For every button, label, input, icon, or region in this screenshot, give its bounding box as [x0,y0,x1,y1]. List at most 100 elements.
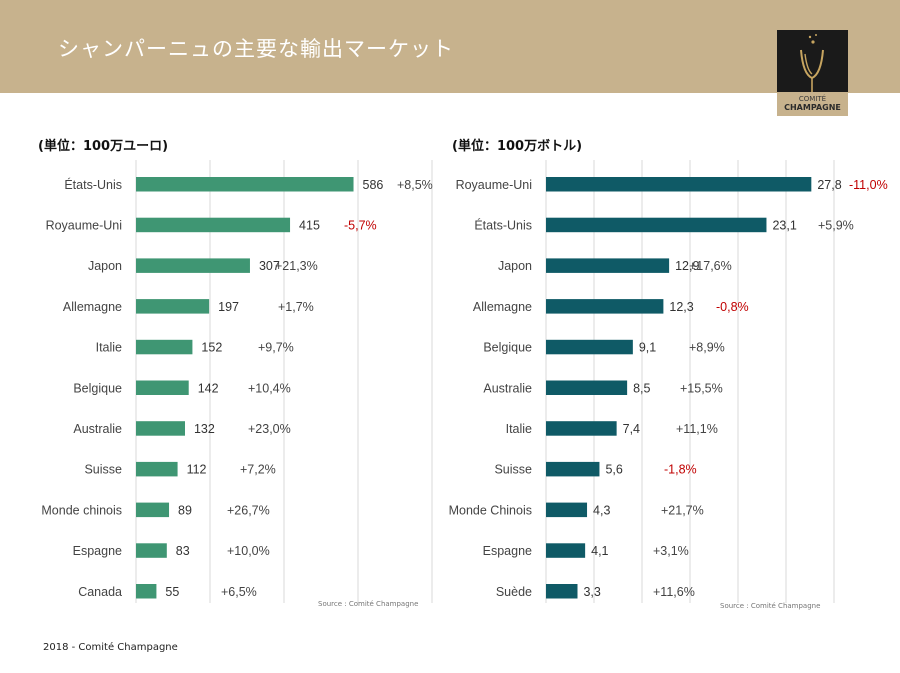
value-label: 83 [176,544,190,558]
value-label: 23,1 [772,218,796,232]
value-label: 89 [178,503,192,517]
value-label: 152 [201,341,222,355]
category-label: Royaume-Uni [456,178,532,192]
category-label: Suède [496,585,532,599]
change-label: -11,0% [849,178,888,192]
category-label: Australie [483,381,532,395]
category-label: Italie [96,341,122,355]
bar [546,584,578,599]
category-label: Espagne [483,544,532,558]
value-label: 55 [165,585,179,599]
value-label: 307 [259,259,280,273]
change-label: +15,5% [680,381,723,395]
change-label: -5,7% [344,218,377,232]
left-chart-unit-label: (単位：100万ユーロ) [38,139,169,154]
bar [546,380,628,395]
bar [546,177,812,192]
bar [136,177,354,192]
change-label: +7,2% [240,463,276,477]
category-label: États-Unis [474,217,532,232]
category-label: Monde Chinois [449,503,532,517]
change-label: +8,9% [689,341,725,355]
value-label: 4,3 [593,503,610,517]
change-label: +9,7% [258,341,294,355]
bar [546,258,670,273]
change-label: +8,5% [397,178,433,192]
bar [136,584,157,599]
left-bar-chart: États-Unis 586 +8,5% Royaume-Uni 415 -5,7% Jap… [41,160,433,603]
bar [546,543,586,558]
value-label: 3,3 [583,585,600,599]
value-label: 4,1 [591,544,608,558]
change-label: +11,6% [653,585,695,599]
change-label: +21,7% [661,503,704,517]
category-label: Italie [506,422,532,436]
right-chart-unit-label: (単位：100万ボトル) [452,139,583,154]
change-label: +10,4% [248,381,291,395]
value-label: 12,3 [669,300,693,314]
category-label: Belgique [483,341,532,355]
bar [136,543,167,558]
value-label: 12,9 [675,259,699,273]
change-label: +21,3% [275,259,318,273]
bar [136,299,210,314]
bar [546,299,664,314]
footer-text: 2018 - Comité Champagne [43,642,178,653]
value-label: 142 [198,381,219,395]
right-bar-chart: Royaume-Uni 27,8 -11,0% États-Unis 23,1 +5,9%… [449,160,888,603]
change-label: +11,1% [676,422,718,436]
change-label: -0,8% [716,300,749,314]
value-label: 132 [194,422,215,436]
bar [136,339,193,355]
logo-text: COMITÉ CHAMPAGNE [777,92,848,116]
bar [546,421,617,436]
bar [136,258,250,273]
category-label: Canada [78,585,122,599]
bar [136,421,185,436]
value-label: 8,5 [633,381,650,395]
change-label: +1,7% [278,300,314,314]
logo-line-2: CHAMPAGNE [784,103,841,112]
value-label: 197 [218,300,239,314]
logo-line-1: COMITÉ [798,95,827,103]
bar [136,461,178,477]
bar [136,217,291,233]
change-label: +6,5% [221,585,257,599]
category-label: Allemagne [473,300,532,314]
header-banner: シャンパーニュの主要な輸出マーケット [0,0,900,93]
value-label: 5,6 [605,463,622,477]
bar [546,502,588,518]
value-label: 112 [187,463,207,477]
category-label: Belgique [73,381,122,395]
change-label: +26,7% [227,503,270,517]
bar [136,502,170,518]
category-label: Suisse [84,463,122,477]
category-label: Australie [73,422,122,436]
right-chart-source: Source : Comité Champagne [720,602,821,610]
value-label: 9,1 [639,341,656,355]
change-label: +17,6% [689,259,732,273]
value-label: 27,8 [817,178,841,192]
value-label: 7,4 [623,422,640,436]
champagne-glass-icon [800,34,824,92]
bar [136,380,189,395]
category-label: Suisse [494,463,532,477]
category-label: Allemagne [63,300,122,314]
bar [546,461,600,477]
category-label: États-Unis [64,177,122,192]
value-label: 415 [299,218,320,232]
category-label: Royaume-Uni [46,218,122,232]
left-chart-source: Source : Comité Champagne [318,600,419,608]
change-label: +10,0% [227,544,270,558]
category-label: Japon [498,259,532,273]
value-label: 586 [363,178,384,192]
bar [546,217,767,233]
category-label: Monde chinois [41,503,122,517]
bar [546,339,633,355]
change-label: -1,8% [664,463,697,477]
change-label: +5,9% [818,218,854,232]
change-label: +23,0% [248,422,291,436]
category-label: Japon [88,259,122,273]
page-title: シャンパーニュの主要な輸出マーケット [58,37,454,61]
change-label: +3,1% [653,544,689,558]
